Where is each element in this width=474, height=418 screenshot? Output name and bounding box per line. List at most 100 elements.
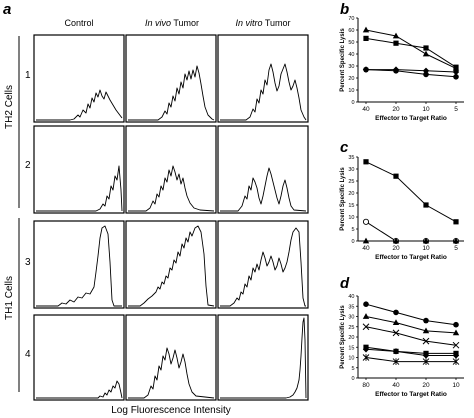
y-tick-label: 10	[348, 215, 354, 221]
histogram-cell	[33, 34, 125, 123]
histogram-cell	[33, 220, 125, 309]
y-tick-label: 5	[351, 227, 354, 233]
data-point-5-1	[362, 346, 370, 353]
data-point-3-2	[392, 329, 400, 337]
histogram-trace	[128, 65, 215, 121]
data-point-2-3	[422, 327, 430, 334]
histogram-trace	[128, 347, 215, 399]
data-point-3-3	[422, 237, 430, 244]
series-line-2	[365, 316, 457, 334]
y-tick-label: 10	[348, 88, 354, 94]
group-label-th1: TH1 Cells	[4, 276, 15, 320]
data-point-2-1	[362, 218, 370, 225]
y-tick-label: 70	[348, 16, 354, 22]
data-point-3-4	[452, 237, 460, 244]
histogram-grid	[33, 34, 309, 401]
y-tick-label: 20	[348, 191, 354, 197]
data-point-2-1	[363, 35, 369, 41]
data-point-2-2	[393, 40, 399, 46]
row-label-4: 4	[25, 349, 31, 360]
x-tick-label: 80	[362, 382, 370, 389]
y-tick-label: 20	[348, 76, 354, 82]
data-point-2-1	[362, 313, 370, 319]
x-tick-label: 10	[452, 382, 460, 389]
histogram-trace	[36, 380, 123, 399]
histogram-cell	[217, 125, 309, 214]
histogram-trace	[128, 165, 215, 212]
y-tick-label: 20	[348, 335, 354, 341]
data-point-1-3	[423, 202, 429, 208]
y-axis-label: Percent Specific Lysis	[340, 305, 346, 369]
x-axis-label: Effector to Target Ratio	[375, 254, 447, 261]
y-tick-label: 35	[348, 155, 354, 161]
histogram-trace	[36, 89, 123, 121]
x-tick-label: 20	[392, 245, 400, 252]
histogram-trace	[220, 317, 307, 399]
x-tick-label: 40	[362, 245, 370, 252]
panel-label-b: b	[340, 1, 349, 18]
column-header-in-vivo: In vivo Tumor	[145, 18, 199, 28]
column-header-control: Control	[64, 18, 93, 28]
histogram-cell	[217, 220, 309, 309]
x-axis-label: Effector to Target Ratio	[375, 115, 447, 122]
data-point-1-2	[393, 309, 399, 316]
data-point-4-1	[363, 66, 369, 73]
data-point-4-3	[423, 71, 429, 78]
data-point-2-2	[392, 319, 400, 326]
x-tick-label: 40	[392, 382, 400, 389]
line-chart-d: 0 5 10 15 20 25 30 35 40 80 40 20 10 Effector to Targ…	[340, 294, 464, 398]
data-point-2-4	[452, 329, 460, 336]
y-tick-label: 50	[348, 40, 354, 46]
line-chart-c: 0 5 10 15 20 25 30 35 40 20 10 5 Effector to Target …	[340, 155, 464, 261]
histogram-trace	[36, 165, 123, 212]
data-point-3-3	[422, 337, 430, 345]
y-tick-label: 5	[351, 366, 354, 372]
panel-label-c: c	[340, 139, 349, 156]
histogram-cell	[33, 125, 125, 214]
x-tick-label: 10	[422, 245, 430, 252]
histogram-trace	[128, 225, 215, 307]
series-line-1	[365, 161, 457, 223]
histogram-trace	[220, 63, 307, 121]
y-tick-label: 10	[348, 356, 354, 362]
y-tick-label: 25	[348, 179, 354, 185]
data-point-5-2	[392, 348, 400, 355]
row-label-2: 2	[25, 160, 31, 171]
line-chart-b: 0 10 20 30 40 50 60 70 40 20 10 5 Effector to Target…	[340, 16, 464, 122]
series-line-6	[365, 357, 456, 363]
x-axis-label: Effector to Target Ratio	[375, 391, 447, 398]
histogram-cell	[125, 314, 217, 401]
panel-label-a: a	[3, 1, 11, 18]
y-tick-label: 40	[348, 52, 354, 58]
x-tick-label: 10	[422, 106, 430, 113]
row-label-1: 1	[25, 70, 31, 81]
histogram-trace	[36, 225, 122, 307]
y-tick-label: 0	[351, 239, 354, 245]
histogram-cell	[125, 125, 217, 214]
series-line-2	[365, 221, 456, 242]
data-point-6-4	[452, 358, 460, 365]
series-line-3	[365, 326, 457, 346]
data-point-1-2	[392, 32, 400, 39]
series-line-5	[365, 348, 456, 356]
data-point-1-1	[362, 26, 370, 33]
x-tick-label: 40	[362, 106, 370, 113]
data-point-2-4	[453, 64, 459, 70]
series-line-1	[365, 29, 457, 69]
series-line-4	[365, 346, 456, 354]
data-point-1-3	[422, 50, 430, 57]
x-tick-label: 20	[392, 106, 400, 113]
data-point-3-4	[452, 68, 460, 76]
data-point-1-2	[393, 173, 399, 179]
histogram-cell	[125, 220, 217, 309]
data-point-1-1	[363, 301, 369, 308]
y-tick-label: 0	[351, 100, 354, 106]
y-tick-label: 15	[348, 345, 354, 351]
data-point-1-4	[453, 321, 459, 328]
group-label-th2: TH2 Cells	[4, 85, 15, 129]
y-tick-label: 30	[348, 167, 354, 173]
y-axis-label: Percent Specific Lysis	[340, 167, 346, 231]
series-line-1	[365, 303, 457, 326]
row-label-3: 3	[25, 257, 31, 268]
data-point-2-3	[423, 45, 429, 51]
